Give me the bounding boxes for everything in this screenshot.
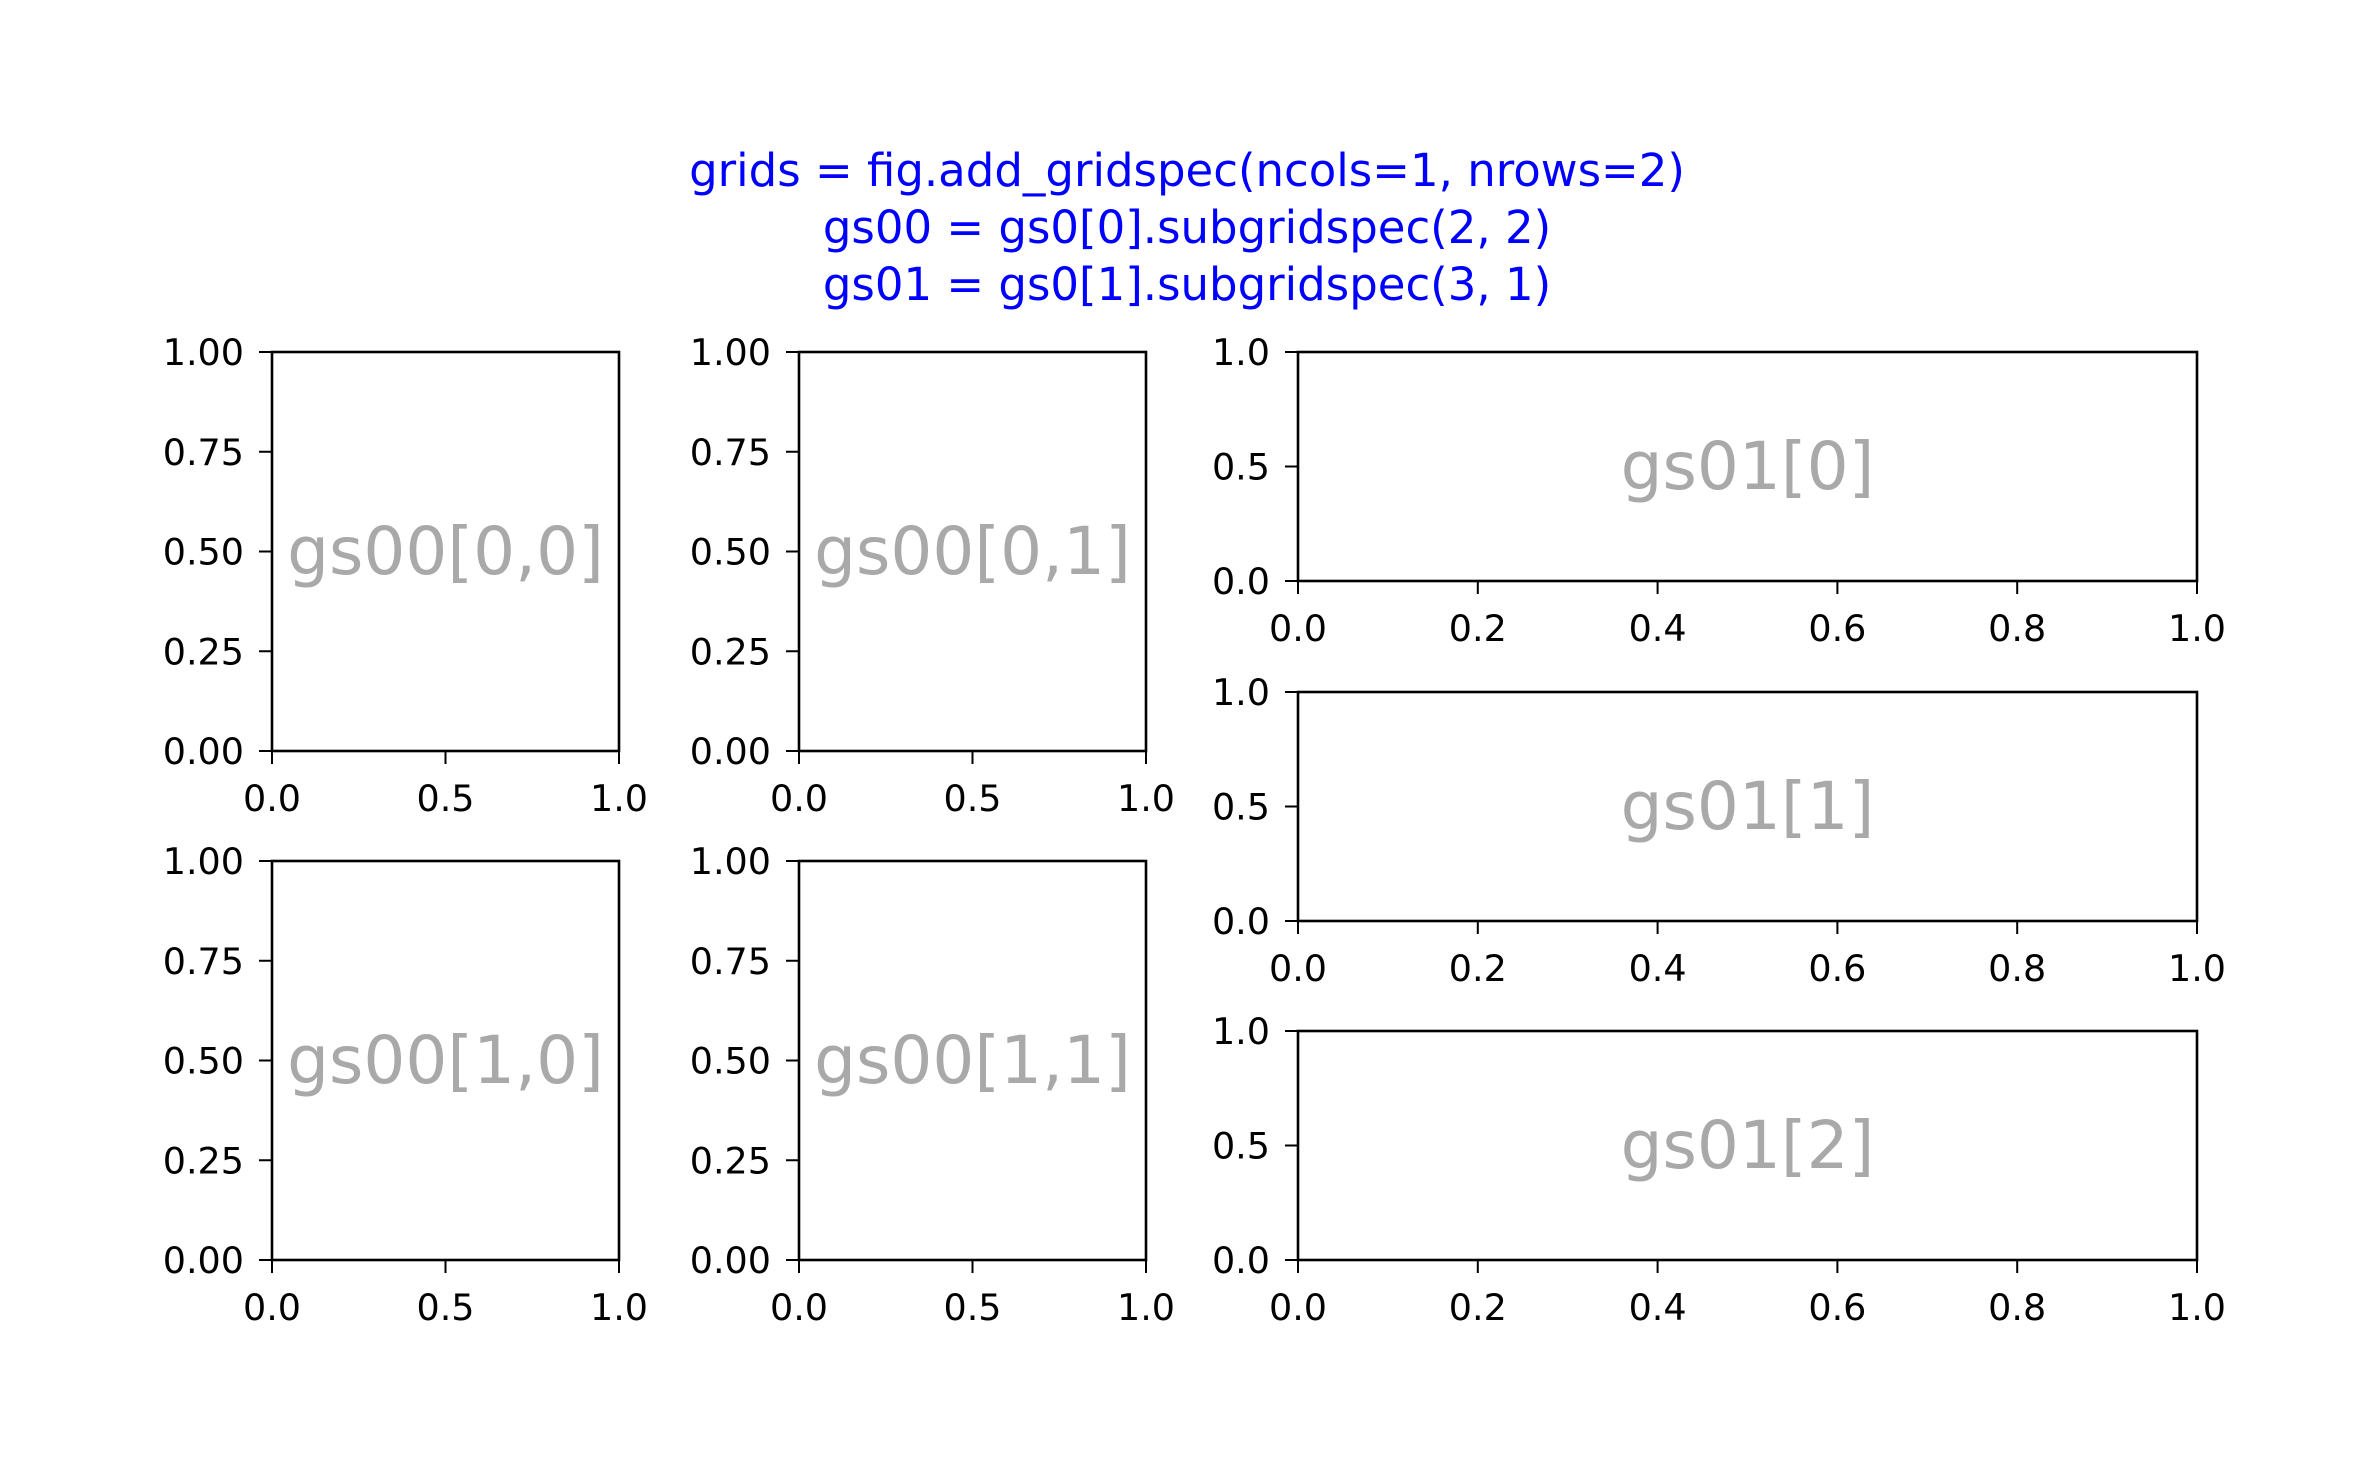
y-tick-label: 0.0 xyxy=(1212,1239,1270,1282)
y-tick-label: 1.00 xyxy=(163,840,244,883)
x-tick-label: 0.8 xyxy=(1988,1286,2046,1329)
axes-2: 0.0 0.5 1.0 0.00 0.25 0.50 0.75 1.00 gs00[0,1] xyxy=(690,331,1175,820)
panel-label: gs01[0] xyxy=(1621,428,1875,505)
x-tick-label: 0.0 xyxy=(243,1286,301,1329)
x-tick-label: 0.0 xyxy=(1269,1286,1327,1329)
axes-frame xyxy=(1296,350,2199,583)
x-tick-label: 1.0 xyxy=(1117,1286,1175,1329)
y-tick-label: 0.25 xyxy=(690,1139,771,1182)
axes-frame xyxy=(1296,690,2199,923)
x-tick-label: 0.5 xyxy=(416,777,474,820)
y-tick-label: 1.0 xyxy=(1212,331,1270,374)
x-tick-label: 0.2 xyxy=(1449,947,1507,990)
x-tick-label: 0.5 xyxy=(943,1286,1001,1329)
x-tick-label: 1.0 xyxy=(1117,777,1175,820)
x-tick-label: 1.0 xyxy=(590,1286,648,1329)
axes-1: 0.0 0.5 1.0 0.00 0.25 0.50 0.75 1.00 gs00[0,0] xyxy=(163,331,648,820)
x-tick-label: 0.2 xyxy=(1449,607,1507,650)
axes-grid: 0.0 0.5 1.00.000.250.500.751.00gs00[0,0]0.… xyxy=(163,331,2226,1329)
y-tick-label: 0.25 xyxy=(163,630,244,673)
y-tick-label: 0.5 xyxy=(1212,1125,1270,1168)
axes-4: 0.0 0.5 1.0 0.00 0.25 0.50 0.75 1.00 gs00[1,1] xyxy=(690,840,1175,1329)
y-tick-label: 0.50 xyxy=(163,531,244,574)
y-tick-label: 0.5 xyxy=(1212,786,1270,829)
x-tick-label: 0.0 xyxy=(770,1286,828,1329)
y-tick-label: 0.00 xyxy=(690,1239,771,1282)
y-tick-label: 0.0 xyxy=(1212,900,1270,943)
y-tick-label: 0.75 xyxy=(690,940,771,983)
x-tick-label: 0.6 xyxy=(1808,607,1866,650)
title-line-3: gs01 = gs0[1].subgridspec(3, 1) xyxy=(823,258,1551,311)
panel-label: gs00[0,0] xyxy=(287,513,604,590)
x-tick-label: 0.8 xyxy=(1988,947,2046,990)
x-tick-label: 1.0 xyxy=(2168,607,2226,650)
axes-5: 0.0 0.2 0.4 0.6 0.8 1.0 0.0 0.5 1.0 gs01[0] xyxy=(1212,331,2226,650)
y-tick-label: 0.75 xyxy=(163,940,244,983)
y-tick-label: 1.0 xyxy=(1212,1010,1270,1053)
axes-frame xyxy=(797,859,1148,1262)
axes-6: 0.0 0.2 0.4 0.6 0.8 1.0 0.0 0.5 1.0 gs01[1] xyxy=(1212,671,2226,990)
axes-frame xyxy=(1296,1029,2199,1262)
x-tick-label: 0.2 xyxy=(1449,1286,1507,1329)
x-tick-label: 0.5 xyxy=(943,777,1001,820)
y-tick-label: 0.50 xyxy=(163,1040,244,1083)
y-tick-label: 0.75 xyxy=(690,431,771,474)
panel-label: gs00[1,1] xyxy=(814,1022,1131,1099)
y-tick-label: 0.00 xyxy=(163,730,244,773)
y-tick-label: 0.75 xyxy=(163,431,244,474)
y-tick-label: 1.00 xyxy=(690,840,771,883)
axes-3: 0.0 0.5 1.0 0.00 0.25 0.50 0.75 1.00 gs00[1,0] xyxy=(163,840,648,1329)
y-tick-label: 0.50 xyxy=(690,531,771,574)
x-tick-label: 0.4 xyxy=(1629,607,1687,650)
y-tick-label: 1.0 xyxy=(1212,671,1270,714)
x-tick-label: 0.0 xyxy=(243,777,301,820)
figure-title: grids = fig.add_gridspec(ncols=1, nrows=… xyxy=(689,144,1685,311)
y-tick-label: 0.00 xyxy=(690,730,771,773)
panel-label: gs01[1] xyxy=(1621,768,1875,845)
panel-label: gs00[1,0] xyxy=(287,1022,604,1099)
title-line-2: gs00 = gs0[0].subgridspec(2, 2) xyxy=(823,201,1551,254)
x-tick-label: 0.0 xyxy=(770,777,828,820)
x-tick-label: 1.0 xyxy=(2168,1286,2226,1329)
axes-7: 0.0 0.2 0.4 0.6 0.8 1.0 0.0 0.5 1.0 gs01[2] xyxy=(1212,1010,2226,1329)
x-tick-label: 0.5 xyxy=(416,1286,474,1329)
panel-label: gs00[0,1] xyxy=(814,513,1131,590)
y-tick-label: 0.25 xyxy=(690,630,771,673)
x-tick-label: 0.6 xyxy=(1808,1286,1866,1329)
y-tick-label: 1.00 xyxy=(163,331,244,374)
y-tick-label: 0.00 xyxy=(163,1239,244,1282)
x-tick-label: 1.0 xyxy=(2168,947,2226,990)
panel-label: gs01[2] xyxy=(1621,1107,1875,1184)
y-tick-label: 1.00 xyxy=(690,331,771,374)
y-tick-label: 0.0 xyxy=(1212,560,1270,603)
x-tick-label: 0.4 xyxy=(1629,1286,1687,1329)
x-tick-label: 0.0 xyxy=(1269,947,1327,990)
axes-frame xyxy=(270,350,621,753)
title-line-1: grids = fig.add_gridspec(ncols=1, nrows=… xyxy=(689,144,1685,197)
x-tick-label: 1.0 xyxy=(590,777,648,820)
x-tick-label: 0.6 xyxy=(1808,947,1866,990)
y-tick-label: 0.25 xyxy=(163,1139,244,1182)
axes-frame xyxy=(797,350,1148,753)
x-tick-label: 0.8 xyxy=(1988,607,2046,650)
x-tick-label: 0.4 xyxy=(1629,947,1687,990)
x-tick-label: 0.0 xyxy=(1269,607,1327,650)
y-tick-label: 0.50 xyxy=(690,1040,771,1083)
y-tick-label: 0.5 xyxy=(1212,446,1270,489)
